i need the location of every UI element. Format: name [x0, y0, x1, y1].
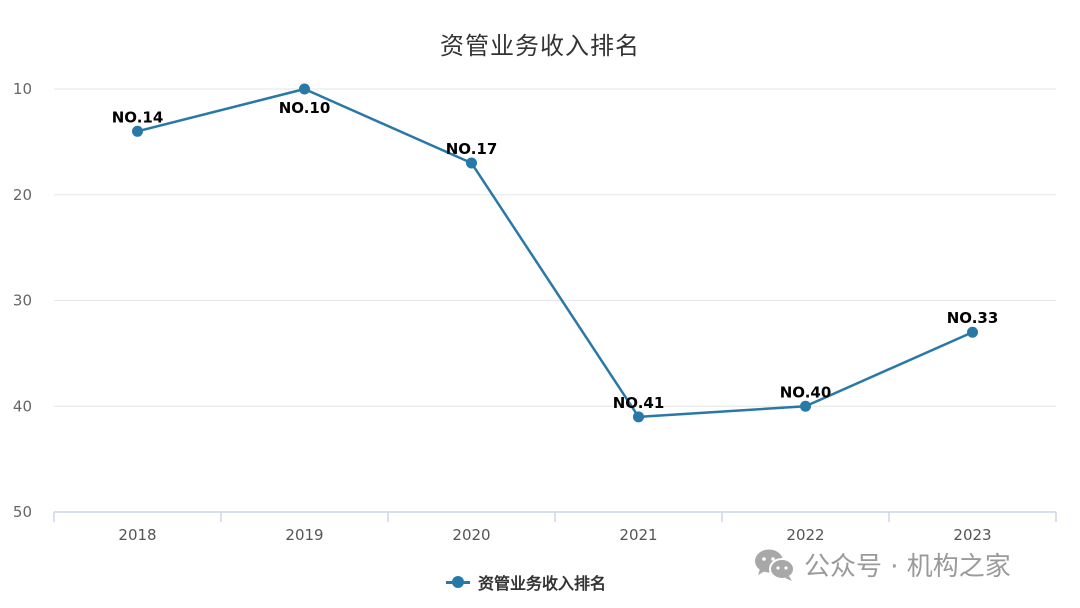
data-point-marker[interactable]: [299, 83, 310, 95]
series-line: [137, 87, 974, 419]
x-axis-labels: 2018 2019 2020 2021 2022 2023: [118, 526, 991, 544]
data-point-marker[interactable]: [633, 411, 644, 423]
x-axis: [53, 511, 1057, 522]
data-label: NO.17: [446, 140, 498, 158]
data-labels: NO.14 NO.10 NO.17 NO.41 NO.40 NO.33: [112, 99, 999, 412]
watermark-text: 公众号 · 机构之家: [804, 552, 1011, 582]
y-tick-label: 20: [13, 186, 32, 204]
y-tick-label: 10: [13, 80, 32, 98]
y-tick-label: 30: [13, 292, 32, 310]
y-tick-label: 40: [13, 397, 32, 415]
y-tick-label: 50: [13, 503, 32, 521]
x-tick-label: 2023: [953, 526, 991, 544]
legend-item[interactable]: 资管业务收入排名: [446, 570, 606, 594]
line-marker-icon: [446, 576, 470, 588]
x-tick-label: 2020: [452, 526, 490, 544]
watermark: 公众号 · 机构之家: [754, 546, 1011, 583]
x-tick-label: 2021: [619, 526, 657, 544]
y-axis-labels: 10 20 30 40 50: [13, 80, 32, 521]
data-point-marker[interactable]: [967, 326, 978, 338]
data-point-marker[interactable]: [132, 125, 143, 137]
wechat-icon: [755, 549, 795, 581]
chart-title: 资管业务收入排名: [440, 32, 640, 60]
x-tick-label: 2018: [118, 526, 156, 544]
x-tick-label: 2022: [786, 526, 824, 544]
data-label: NO.41: [613, 394, 665, 412]
data-label: NO.40: [780, 383, 832, 401]
data-point-marker[interactable]: [800, 400, 811, 412]
legend-label: 资管业务收入排名: [478, 574, 607, 593]
data-label: NO.10: [279, 99, 331, 117]
grid-lines: [54, 88, 1056, 407]
x-tick-label: 2019: [285, 526, 323, 544]
data-label: NO.33: [947, 309, 999, 327]
data-series: [132, 83, 978, 423]
data-label: NO.14: [112, 108, 164, 126]
data-point-marker[interactable]: [466, 157, 477, 169]
